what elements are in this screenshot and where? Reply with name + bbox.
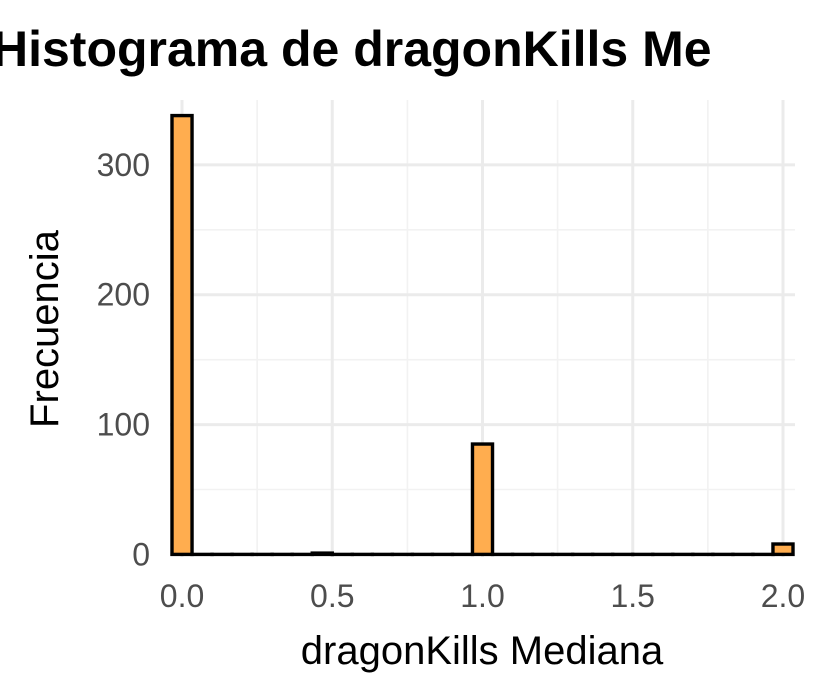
x-tick-label: 2.0 xyxy=(761,578,805,614)
y-axis-label: Frecuencia xyxy=(23,229,67,428)
x-tick-label: 0.0 xyxy=(160,578,204,614)
y-tick-label: 300 xyxy=(97,147,150,183)
histogram-bar xyxy=(470,442,495,557)
x-axis-ticks: 0.0 0.5 1.0 1.5 2.0 xyxy=(160,578,805,614)
histogram-bar xyxy=(170,113,194,557)
x-tick-label: 1.5 xyxy=(610,578,654,614)
x-tick-label: 0.5 xyxy=(310,578,354,614)
y-tick-label: 100 xyxy=(97,407,150,443)
y-tick-label: 200 xyxy=(97,277,150,313)
y-axis-ticks: 0 100 200 300 xyxy=(97,147,150,572)
x-tick-label: 1.0 xyxy=(460,578,504,614)
y-tick-label: 0 xyxy=(132,536,150,572)
histogram-bar xyxy=(310,551,334,557)
histogram-bar xyxy=(771,542,795,557)
chart-title: Histograma de dragonKills Me xyxy=(0,21,712,77)
bars xyxy=(170,113,795,557)
x-axis-label: dragonKills Mediana xyxy=(301,629,664,673)
